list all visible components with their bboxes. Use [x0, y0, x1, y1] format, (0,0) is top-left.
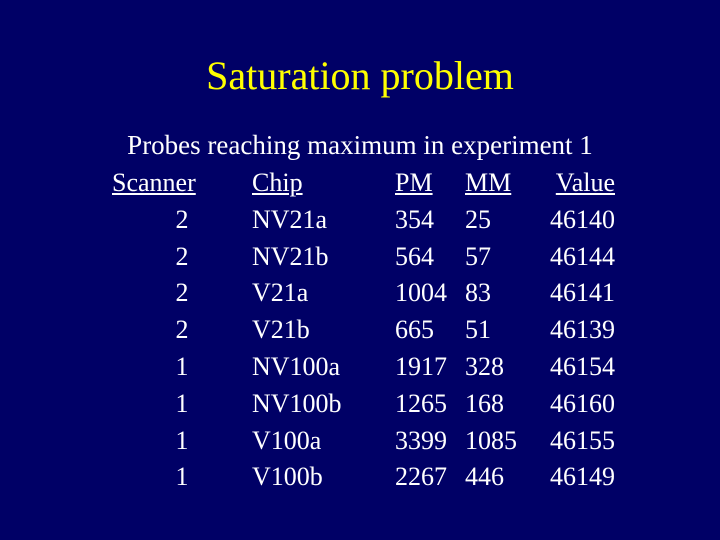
cell-pm: 1004 — [395, 278, 447, 308]
cell-scanner: 1 — [175, 388, 189, 418]
cell-value: 46149 — [550, 462, 615, 492]
cell-value: 46140 — [550, 204, 615, 234]
table-row: 2 V21b 665 51 46139 — [112, 312, 616, 349]
cell-pm: 1265 — [395, 388, 447, 418]
cell-mm: 328 — [465, 351, 504, 381]
cell-scanner: 2 — [175, 278, 189, 308]
table-row: 2 NV21a 354 25 46140 — [112, 202, 616, 239]
cell-scanner: 1 — [175, 425, 189, 455]
table-header-row: Scanner Chip PM MM Value — [112, 165, 615, 202]
cell-scanner: 1 — [175, 351, 189, 381]
cell-mm: 57 — [465, 241, 491, 271]
header-mm: MM — [465, 168, 512, 197]
cell-chip: V21b — [252, 315, 310, 345]
cell-chip: V100b — [252, 462, 323, 492]
table-row: 2 NV21b 564 57 46144 — [112, 239, 616, 276]
header-pm: PM — [395, 168, 433, 197]
table-row: 1 V100b 2267 446 46149 — [112, 459, 616, 496]
cell-value: 46144 — [550, 241, 615, 271]
cell-scanner: 2 — [175, 315, 189, 345]
cell-pm: 2267 — [395, 462, 447, 492]
cell-chip: NV100b — [252, 388, 342, 418]
cell-pm: 354 — [395, 204, 434, 234]
header-value: Value — [555, 168, 615, 197]
saturation-table: Scanner Chip PM MM Value 2 NV21a 354 25 … — [112, 165, 615, 496]
cell-value: 46141 — [550, 278, 615, 308]
cell-scanner: 2 — [175, 204, 189, 234]
cell-mm: 83 — [465, 278, 491, 308]
cell-scanner: 2 — [175, 241, 189, 271]
table-row: 1 NV100b 1265 168 46160 — [112, 386, 616, 423]
slide-title: Saturation problem — [206, 53, 514, 98]
cell-scanner: 1 — [175, 462, 189, 492]
table-row: 1 NV100a 1917 328 46154 — [112, 349, 616, 386]
cell-value: 46139 — [550, 315, 615, 345]
header-chip: Chip — [252, 168, 303, 197]
cell-chip: V21a — [252, 278, 309, 308]
cell-chip: NV100a — [252, 351, 341, 381]
table-row: 1 V100a 3399 1085 46155 — [112, 423, 616, 460]
cell-chip: NV21a — [252, 204, 328, 234]
cell-chip: V100a — [252, 425, 322, 455]
cell-pm: 3399 — [395, 425, 447, 455]
cell-value: 46155 — [550, 425, 615, 455]
cell-chip: NV21b — [252, 241, 329, 271]
header-scanner: Scanner — [112, 168, 196, 197]
cell-mm: 1085 — [465, 425, 517, 455]
slide-subtitle: Probes reaching maximum in experiment 1 — [127, 130, 593, 160]
table-row: 2 V21a 1004 83 46141 — [112, 275, 616, 312]
cell-mm: 446 — [465, 462, 504, 492]
cell-pm: 564 — [395, 241, 434, 271]
cell-value: 46154 — [550, 351, 615, 381]
cell-pm: 1917 — [395, 351, 447, 381]
cell-mm: 51 — [465, 315, 491, 345]
cell-mm: 168 — [465, 388, 504, 418]
cell-mm: 25 — [465, 204, 491, 234]
cell-value: 46160 — [550, 388, 615, 418]
cell-pm: 665 — [395, 315, 434, 345]
